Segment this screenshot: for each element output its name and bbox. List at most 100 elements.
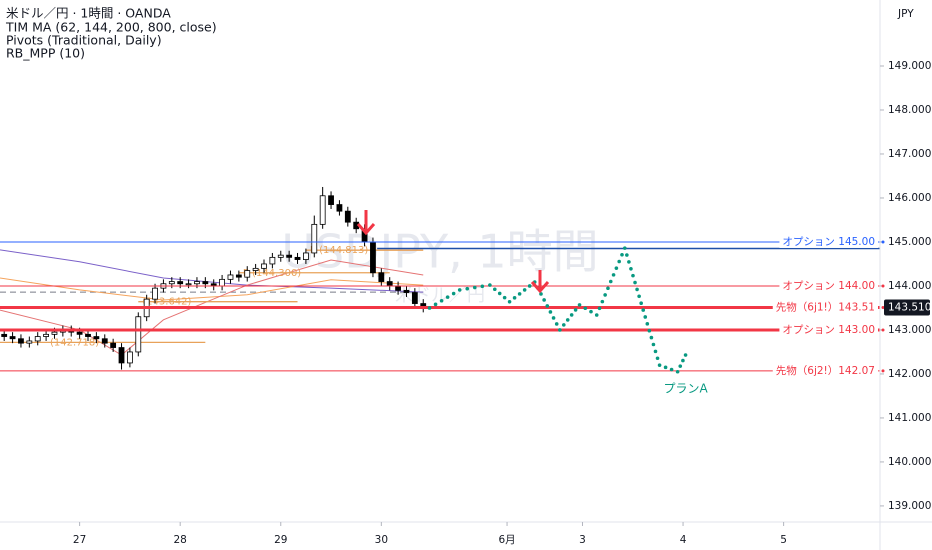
plan-dot	[517, 292, 522, 296]
plan-dot	[663, 365, 668, 370]
plan-dot	[561, 323, 566, 327]
plan-dot	[594, 313, 599, 317]
header-line: RB_MPP (10)	[6, 46, 85, 61]
plan-dot	[649, 335, 654, 340]
candle-body	[93, 336, 100, 340]
plan-dot	[565, 318, 570, 322]
plan-dot	[522, 288, 527, 292]
candle-body	[177, 281, 184, 285]
plan-dot	[439, 298, 444, 303]
candle-body	[344, 210, 351, 223]
plan-dot	[637, 294, 641, 299]
arrow-annotation	[356, 210, 376, 236]
arrow-annotation	[530, 270, 550, 294]
candle-body	[18, 338, 24, 344]
plan-dot	[611, 273, 616, 277]
plan-dot	[631, 273, 635, 278]
plan-dot	[657, 363, 662, 367]
candle-body	[185, 283, 192, 286]
plan-dot	[629, 266, 633, 271]
level-label: 先物（6j1!）143.51	[776, 301, 875, 314]
pivot-label: P (144.813)	[310, 245, 368, 256]
plan-dot	[577, 303, 582, 307]
plan-dot	[603, 293, 607, 297]
y-tick-label: 148.000	[888, 104, 931, 116]
plan-dot	[451, 291, 456, 296]
plan-dot	[465, 286, 470, 291]
pivot-label: (142.718)	[50, 337, 99, 348]
x-tick-label: 3	[579, 534, 586, 546]
candle-body	[252, 267, 259, 271]
candle-body	[43, 333, 49, 337]
plan-dot	[635, 287, 639, 292]
plan-dot	[614, 266, 619, 270]
level-label-bg	[779, 279, 878, 292]
x-tick-label: 5	[780, 534, 787, 546]
candle-body	[135, 316, 142, 353]
plan-dot	[643, 315, 648, 319]
plan-dot	[542, 298, 546, 302]
plan-dot	[681, 358, 685, 363]
y-tick-label: 141.000	[888, 412, 931, 424]
plan-dot	[554, 322, 559, 326]
watermark-sub: 米ドル／円	[395, 285, 485, 306]
candle-body	[336, 204, 343, 212]
level-label: オプション 144.00	[782, 280, 875, 292]
level-dot	[881, 306, 885, 310]
plan-dot	[589, 309, 593, 314]
plan-dot	[653, 349, 658, 354]
candle-body	[294, 256, 301, 260]
plan-dot	[606, 286, 610, 291]
candle-body	[34, 336, 41, 342]
candle-body	[152, 287, 158, 300]
plan-dot	[457, 288, 462, 292]
plan-dot	[445, 295, 450, 299]
candle-body	[227, 274, 234, 280]
price-badge-label: 143.510	[888, 302, 931, 314]
plan-dot	[492, 287, 497, 292]
level-label-bg	[772, 363, 878, 377]
plan-dot	[502, 295, 507, 300]
candle-body	[378, 272, 385, 282]
candle-body	[303, 252, 309, 260]
level-label-bg	[779, 323, 878, 336]
plan-dot	[675, 369, 680, 374]
moving-average	[0, 277, 424, 301]
candle-body	[411, 292, 418, 304]
plan-dot	[569, 313, 574, 317]
candle-body	[235, 274, 242, 278]
plan-dot	[583, 306, 588, 311]
plan-dot	[623, 246, 627, 250]
y-tick-label: 145.000	[888, 236, 931, 248]
plan-dot	[597, 306, 602, 311]
candle-body	[395, 285, 401, 291]
candle-body	[85, 333, 91, 337]
header-line: Pivots (Traditional, Daily)	[6, 33, 162, 48]
plan-dot	[639, 301, 643, 305]
plan-dot	[527, 284, 532, 288]
x-tick-label: 27	[73, 534, 86, 546]
watermark: USDJPY, 1時間	[281, 225, 598, 279]
candle-body	[370, 241, 376, 274]
candle-body	[286, 254, 293, 258]
candle-body	[386, 281, 393, 287]
plan-dot	[651, 342, 656, 347]
x-tick-label: 30	[375, 534, 388, 546]
plan-dot	[497, 291, 502, 296]
candle-body	[261, 263, 267, 269]
y-tick-label: 146.000	[888, 192, 931, 204]
y-tick-label: 144.000	[888, 280, 931, 292]
plan-dot	[548, 310, 553, 314]
plan-dot	[625, 253, 629, 257]
level-dot	[881, 369, 885, 373]
plan-dot	[683, 353, 688, 357]
candle-body	[1, 333, 8, 337]
candle-body	[110, 342, 117, 348]
candle-body	[319, 195, 326, 225]
plan-dot	[512, 296, 517, 300]
plan-dot	[433, 302, 438, 307]
plan-dot	[641, 308, 646, 312]
level-dot	[881, 240, 885, 244]
candle-body	[403, 289, 410, 293]
